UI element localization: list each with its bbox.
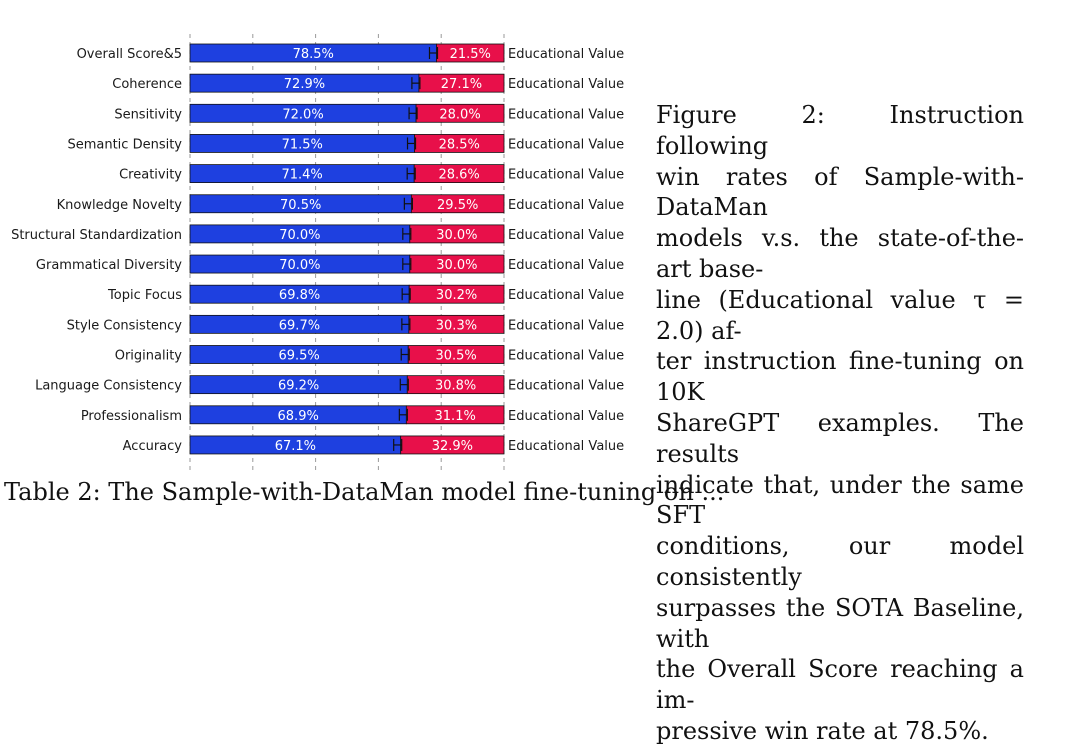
right-series-label: Educational Value (508, 168, 624, 183)
value-label-baseline: 30.0% (436, 228, 477, 243)
caption-line: pressive win rate at 78.5%. (656, 716, 989, 745)
caption-line: models v.s. the state-of-the-art base- (656, 224, 1024, 283)
category-label: Sensitivity (114, 107, 182, 122)
value-label-win: 72.9% (284, 77, 325, 92)
category-label: Coherence (112, 77, 182, 92)
value-label-win: 69.7% (279, 318, 320, 333)
category-label: Style Consistency (67, 318, 183, 333)
value-label-win: 70.0% (279, 258, 320, 273)
right-series-label: Educational Value (508, 198, 624, 213)
right-series-label: Educational Value (508, 439, 624, 454)
value-label-win: 67.1% (275, 439, 316, 454)
category-label: Professionalism (81, 409, 182, 424)
right-series-label: Educational Value (508, 379, 624, 394)
value-label-win: 69.5% (278, 349, 319, 364)
category-label: Knowledge Novelty (57, 198, 183, 213)
value-label-win: 71.5% (282, 137, 323, 152)
caption-line: conditions, our model consistently (656, 532, 1024, 591)
right-series-label: Educational Value (508, 318, 624, 333)
caption-line: Figure 2: Instruction following (656, 101, 1024, 160)
value-label-win: 70.5% (280, 198, 321, 213)
cutoff-table-caption: Table 2: The Sample-with-DataMan model f… (4, 478, 725, 506)
value-label-win: 70.0% (279, 228, 320, 243)
category-label: Grammatical Diversity (36, 258, 182, 273)
right-series-label: Educational Value (508, 107, 624, 122)
value-label-win: 69.2% (278, 379, 319, 394)
win-rate-chart: Overall Score&5 78.5% 21.5% Educational Val… (11, 34, 624, 474)
right-series-label: Educational Value (508, 258, 624, 273)
category-label: Language Consistency (35, 379, 182, 394)
caption-line: surpasses the SOTA Baseline, with (656, 593, 1024, 653)
right-series-label: Educational Value (508, 349, 624, 364)
right-series-label: Educational Value (508, 137, 624, 152)
value-label-baseline: 30.0% (436, 258, 477, 273)
value-label-baseline: 27.1% (441, 77, 482, 92)
value-label-win: 72.0% (282, 107, 323, 122)
value-label-baseline: 21.5% (450, 47, 491, 62)
right-series-label: Educational Value (508, 288, 624, 303)
value-label-baseline: 30.3% (436, 318, 477, 333)
value-label-baseline: 28.6% (438, 168, 479, 183)
value-label-baseline: 31.1% (435, 409, 476, 424)
right-series-label: Educational Value (508, 47, 624, 62)
caption-line: ShareGPT examples. The results (656, 408, 1024, 468)
value-label-win: 71.4% (281, 168, 322, 183)
value-label-baseline: 28.5% (439, 137, 480, 152)
caption-line: the Overall Score reaching a im- (656, 655, 1024, 715)
value-label-baseline: 30.8% (435, 379, 476, 394)
value-label-win: 68.9% (278, 409, 319, 424)
caption-line: ter instruction fine-tuning on 10K (656, 347, 1024, 407)
category-label: Creativity (119, 168, 182, 183)
right-series-label: Educational Value (508, 77, 624, 92)
value-label-win: 69.8% (279, 288, 320, 303)
value-label-baseline: 30.5% (435, 349, 476, 364)
category-label: Overall Score&5 (77, 47, 182, 62)
right-series-label: Educational Value (508, 228, 624, 243)
category-label: Topic Focus (107, 288, 182, 303)
value-label-baseline: 28.0% (439, 107, 480, 122)
value-label-baseline: 29.5% (437, 198, 478, 213)
value-label-baseline: 30.2% (436, 288, 477, 303)
category-label: Semantic Density (67, 137, 182, 152)
right-series-label: Educational Value (508, 409, 624, 424)
category-label: Accuracy (123, 439, 183, 454)
category-label: Originality (115, 349, 183, 364)
caption-line: win rates of Sample-with-DataMan (656, 162, 1024, 222)
category-label: Structural Standardization (11, 228, 182, 243)
value-label-baseline: 32.9% (432, 439, 473, 454)
figure-caption: Figure 2: Instruction following win rate… (656, 100, 1024, 747)
caption-line: line (Educational value τ = 2.0) af- (656, 285, 1024, 345)
value-label-win: 78.5% (293, 47, 334, 62)
